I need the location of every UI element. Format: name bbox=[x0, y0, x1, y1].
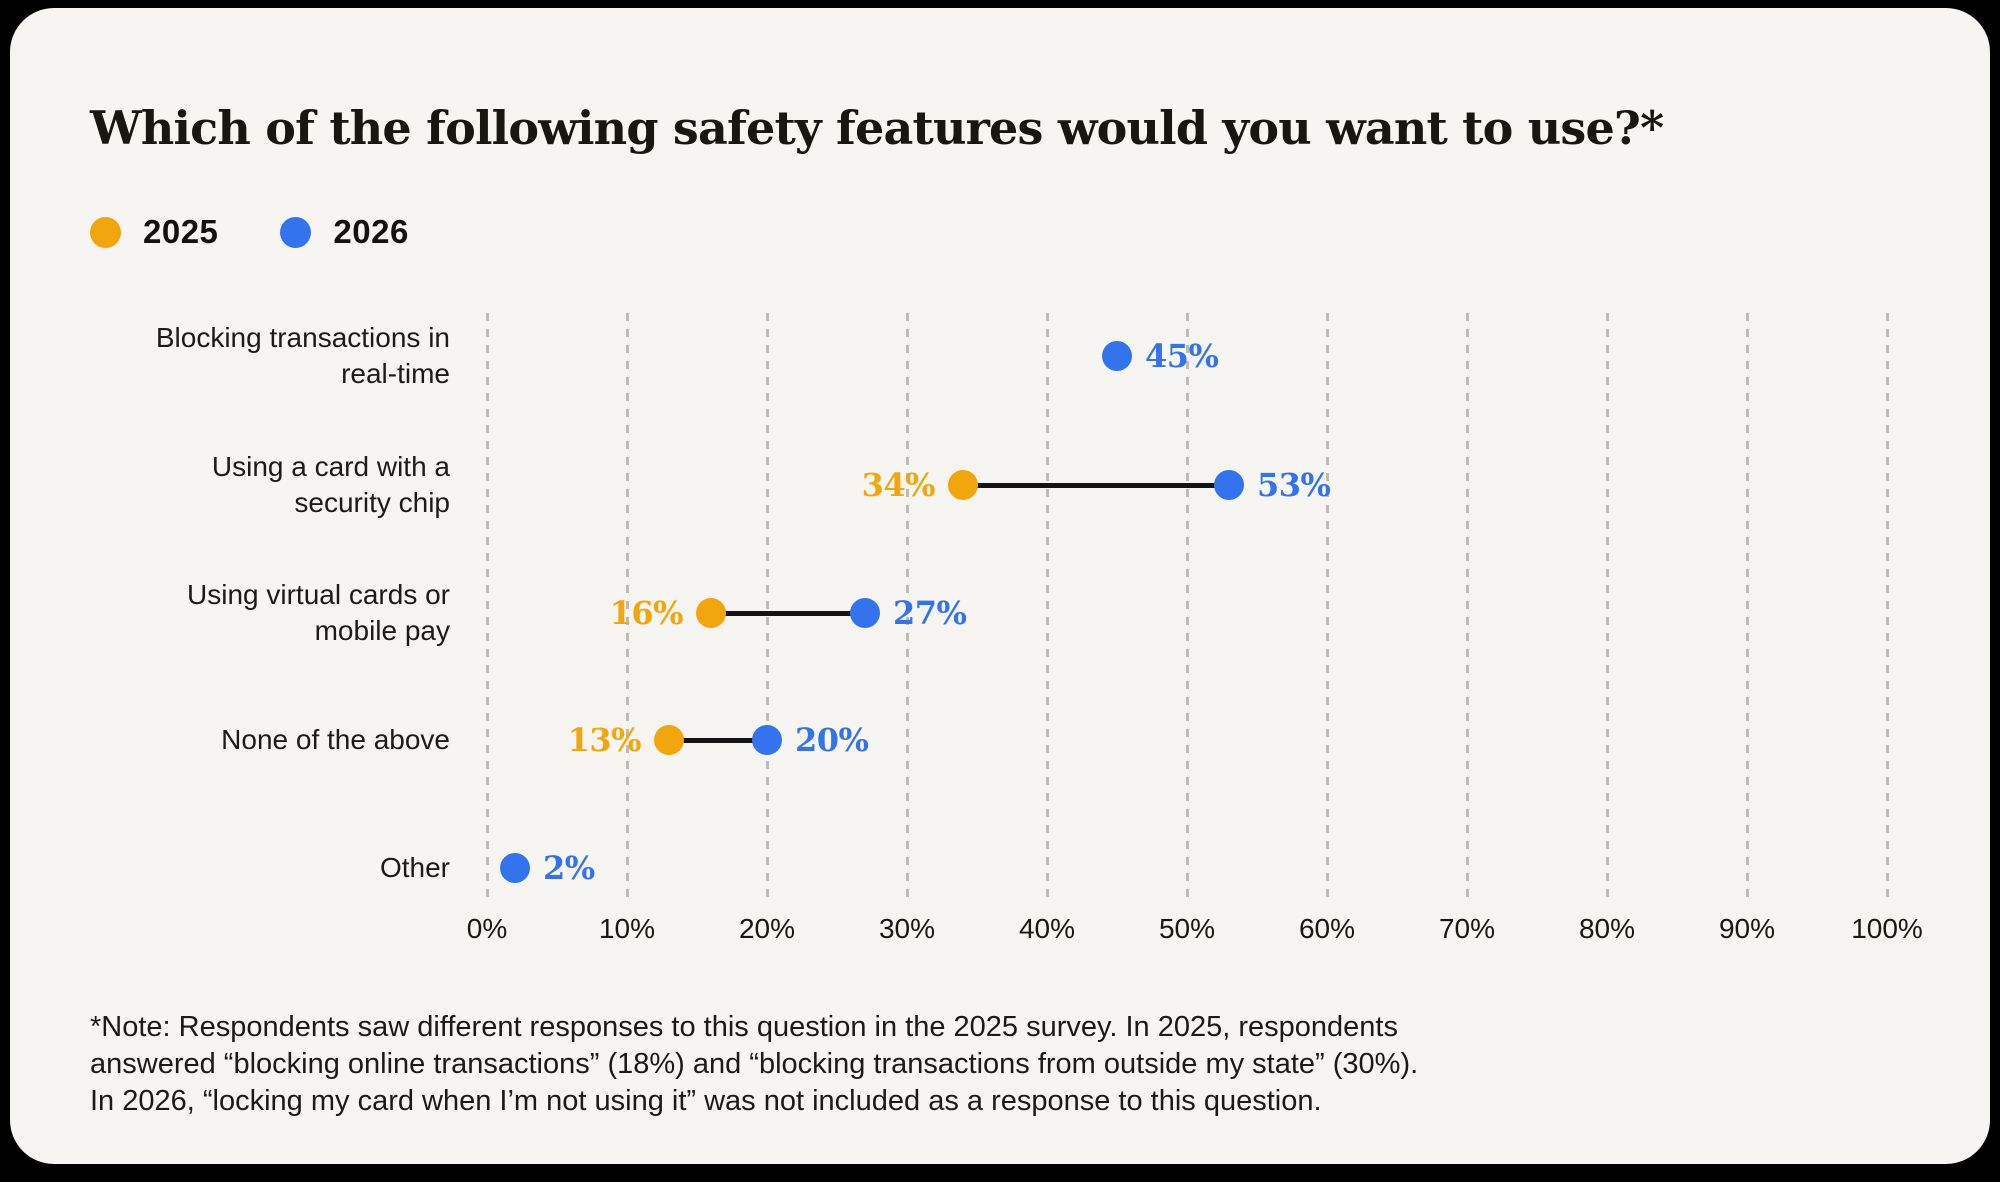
legend-item-2026: 2026 bbox=[280, 213, 408, 251]
legend-label-2026: 2026 bbox=[333, 213, 409, 250]
category-label: Other bbox=[379, 852, 450, 883]
x-tick-label: 0% bbox=[466, 913, 508, 944]
value-label-2026: 20% bbox=[795, 721, 869, 759]
value-label-2026: 45% bbox=[1145, 337, 1219, 375]
dot-2026 bbox=[500, 853, 530, 883]
gridline bbox=[1466, 313, 1469, 901]
connector-line bbox=[711, 610, 865, 616]
value-label-2026: 2% bbox=[543, 849, 595, 887]
value-label-2025: 16% bbox=[609, 594, 684, 632]
dot-2025 bbox=[948, 470, 978, 500]
footnote-line: *Note: Respondents saw different respons… bbox=[90, 1011, 1398, 1043]
gridline bbox=[486, 313, 489, 901]
plot-area: 0% 10% 20% 30% 40% 50% 60% 70% 80% 90% 100% 45% 34% 5… bbox=[467, 313, 1923, 944]
legend-dot-2025-icon bbox=[90, 216, 121, 248]
gridline bbox=[1186, 313, 1189, 901]
dot-2026 bbox=[850, 598, 880, 628]
x-tick-label: 30% bbox=[878, 913, 936, 944]
x-tick-label: 10% bbox=[598, 913, 656, 944]
value-label-2025: 34% bbox=[861, 466, 936, 504]
chart-card: Which of the following safety features w… bbox=[10, 8, 1990, 1164]
gridline bbox=[1746, 313, 1749, 901]
category-label: Blocking transactions in real-time bbox=[155, 322, 450, 389]
category-label: None of the above bbox=[221, 724, 450, 755]
dot-2026 bbox=[752, 725, 782, 755]
dot-2026 bbox=[1102, 341, 1132, 371]
dumbbell-chart: Blocking transactions in real-time Using … bbox=[10, 8, 2000, 1182]
footnote-line: In 2026, “locking my card when I’m not u… bbox=[90, 1085, 1322, 1117]
legend-item-2025: 2025 bbox=[90, 213, 218, 251]
connector-line bbox=[963, 482, 1229, 488]
value-label-2026: 53% bbox=[1257, 466, 1331, 504]
category-label: Using a card with a security chip bbox=[211, 451, 450, 518]
dot-2026 bbox=[1214, 470, 1244, 500]
x-tick-label: 60% bbox=[1298, 913, 1356, 944]
x-tick-label: 40% bbox=[1018, 913, 1076, 944]
gridline bbox=[906, 313, 909, 901]
footnote-line: answered “blocking online transactions” … bbox=[90, 1048, 1419, 1080]
category-label: Using virtual cards or mobile pay bbox=[187, 579, 450, 646]
x-tick-label: 100% bbox=[1851, 913, 1923, 944]
value-label-2025: 13% bbox=[567, 721, 642, 759]
chart-title: Which of the following safety features w… bbox=[90, 100, 1664, 155]
legend-dot-2026-icon bbox=[280, 216, 312, 248]
footnote: *Note: Respondents saw different respons… bbox=[90, 1009, 1418, 1120]
x-tick-label: 80% bbox=[1578, 913, 1636, 944]
value-label-2026: 27% bbox=[893, 594, 967, 632]
gridline bbox=[766, 313, 769, 901]
legend: 2025 2026 bbox=[90, 213, 409, 251]
dot-2025 bbox=[654, 725, 684, 755]
gridline bbox=[626, 313, 629, 901]
connector-line bbox=[669, 737, 767, 743]
x-tick-label: 50% bbox=[1158, 913, 1216, 944]
x-tick-label: 20% bbox=[738, 913, 796, 944]
gridline bbox=[1606, 313, 1609, 901]
gridline bbox=[1886, 313, 1889, 901]
dot-2025 bbox=[696, 598, 726, 628]
gridline bbox=[1326, 313, 1329, 901]
x-tick-label: 90% bbox=[1718, 913, 1776, 944]
gridline bbox=[1046, 313, 1049, 901]
x-tick-label: 70% bbox=[1438, 913, 1496, 944]
category-axis: Blocking transactions in real-time Using … bbox=[68, 313, 450, 901]
legend-label-2025: 2025 bbox=[143, 213, 219, 250]
